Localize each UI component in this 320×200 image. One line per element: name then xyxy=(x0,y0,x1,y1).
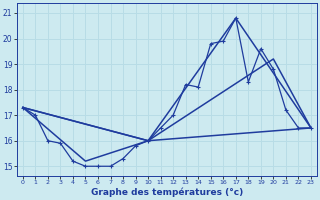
X-axis label: Graphe des températures (°c): Graphe des températures (°c) xyxy=(91,188,243,197)
